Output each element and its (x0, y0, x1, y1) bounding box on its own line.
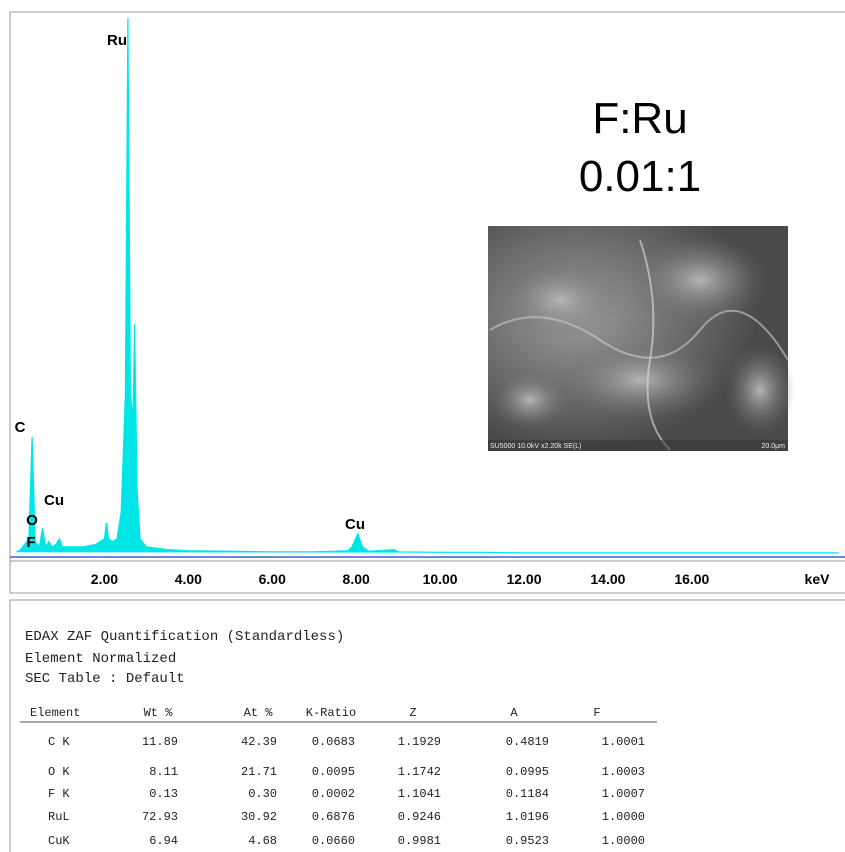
table-cell: 21.71 (241, 765, 277, 779)
table-cell: 0.6876 (312, 810, 355, 824)
spectrum (15, 17, 839, 554)
column-header: Z (409, 706, 416, 720)
peak-label: F (26, 534, 35, 551)
column-header: K-Ratio (306, 706, 356, 720)
table-cell: 0.0660 (312, 834, 355, 848)
table-title: EDAX ZAF Quantification (Standardless) (25, 629, 344, 645)
x-tick-label: 12.00 (506, 571, 541, 587)
x-tick-label: 8.00 (343, 571, 370, 587)
ratio-label: F:Ru (592, 94, 687, 143)
table-cell: 1.1041 (398, 787, 441, 801)
table-cell: 1.1929 (398, 735, 441, 749)
sem-image (488, 226, 795, 451)
table-cell: 42.39 (241, 735, 277, 749)
peak-label: Cu (44, 492, 64, 509)
table-cell: 1.0003 (602, 765, 645, 779)
table-cell: 72.93 (142, 810, 178, 824)
table-cell: 0.9246 (398, 810, 441, 824)
column-header: A (510, 706, 518, 720)
table-cell: 0.9981 (398, 834, 441, 848)
x-tick-label: 4.00 (175, 571, 202, 587)
table-cell: 0.30 (248, 787, 277, 801)
x-tick-label: 16.00 (674, 571, 709, 587)
table-cell: 0.0095 (312, 765, 355, 779)
table-cell: RuL (48, 810, 70, 824)
x-tick-label: 14.00 (590, 571, 625, 587)
ratio-label: 0.01:1 (579, 152, 701, 201)
table-cell: 1.1742 (398, 765, 441, 779)
peak-label: C (15, 419, 26, 436)
table-cell: 1.0196 (506, 810, 549, 824)
table-cell: 0.0002 (312, 787, 355, 801)
peak-label: O (26, 512, 38, 529)
column-header: Wt % (144, 706, 174, 720)
table-cell: 6.94 (149, 834, 178, 848)
table-cell: 8.11 (149, 765, 178, 779)
table-frame (9, 599, 845, 852)
table-cell: 0.9523 (506, 834, 549, 848)
table-cell: CuK (48, 834, 70, 848)
table-cell: 11.89 (142, 735, 178, 749)
table-cell: 1.0000 (602, 834, 645, 848)
column-header: At % (244, 706, 274, 720)
table-cell: 1.0007 (602, 787, 645, 801)
table-cell: 0.0683 (312, 735, 355, 749)
table-cell: 0.1184 (506, 787, 549, 801)
x-tick-label: 10.00 (423, 571, 458, 587)
table-cell: O K (48, 765, 70, 779)
x-axis-label: keV (805, 571, 831, 587)
column-header: Element (30, 706, 80, 720)
peak-label: Cu (345, 516, 365, 533)
x-tick-label: 6.00 (259, 571, 286, 587)
table-cell: C K (48, 735, 70, 749)
table-cell: F K (48, 787, 70, 801)
table-cell: 1.0000 (602, 810, 645, 824)
column-header: F (593, 706, 600, 720)
table-title: SEC Table : Default (25, 671, 185, 687)
sem-scale: 20.0μm (762, 443, 786, 450)
x-tick-label: 2.00 (91, 571, 118, 587)
sem-caption: SU5000 10.0kV x2.20k SE(L) (490, 443, 581, 450)
table-cell: 0.0995 (506, 765, 549, 779)
table-title: Element Normalized (25, 651, 176, 667)
table-cell: 30.92 (241, 810, 277, 824)
table-cell: 1.0001 (602, 735, 645, 749)
table-cell: 4.68 (248, 834, 277, 848)
peak-label: Ru (107, 32, 127, 49)
table-cell: 0.13 (149, 787, 178, 801)
table-cell: 0.4819 (506, 735, 549, 749)
